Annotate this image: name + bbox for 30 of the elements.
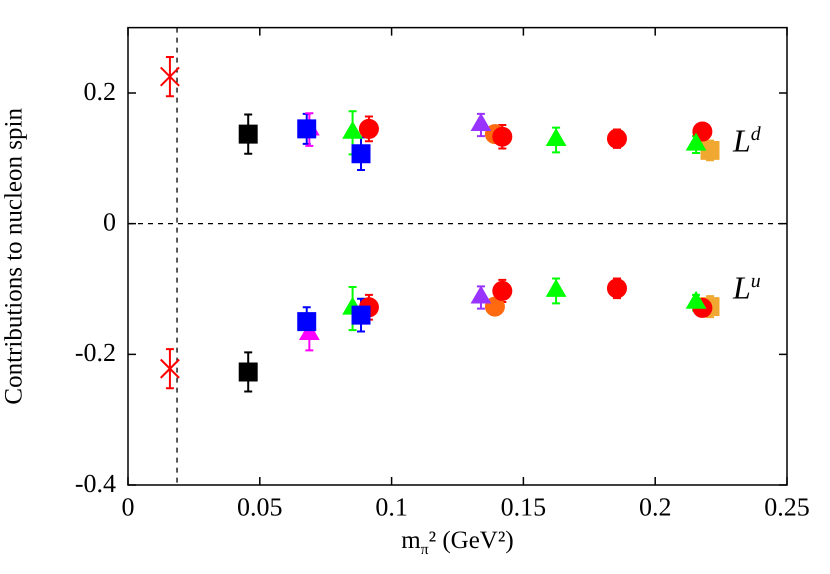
x-tick-label: 0 — [122, 492, 134, 522]
point — [492, 126, 512, 147]
point — [492, 280, 512, 301]
x-tick-label: 0.1 — [375, 492, 408, 522]
point — [606, 278, 627, 298]
point — [297, 312, 316, 332]
point — [352, 306, 371, 325]
y-tick-label: -0.2 — [74, 338, 116, 368]
x-tick-label: 0.25 — [764, 492, 810, 522]
point — [484, 296, 505, 317]
point — [606, 128, 627, 149]
point — [352, 144, 371, 164]
point — [238, 124, 258, 144]
y-tick-label: 0 — [103, 207, 116, 236]
x-tick-label: 0.15 — [500, 492, 546, 522]
x-tick-label: 0.2 — [638, 492, 672, 522]
y-axis-title: Contributions to nucleon spin — [0, 108, 28, 405]
point — [238, 362, 258, 382]
annotation: L$^{d}$ — [732, 122, 761, 160]
point — [160, 66, 180, 87]
y-tick-label: -0.4 — [74, 468, 116, 498]
point — [358, 118, 379, 139]
annotation: L$^{u}$ — [732, 270, 761, 306]
point — [700, 140, 720, 160]
x-tick-label: 0.05 — [237, 492, 283, 522]
point — [160, 358, 180, 379]
point — [692, 121, 712, 142]
x-axis-title: m$_{π}$² (GeV²) — [401, 527, 514, 558]
y-tick-label: 0.2 — [84, 76, 116, 106]
point — [297, 119, 316, 138]
